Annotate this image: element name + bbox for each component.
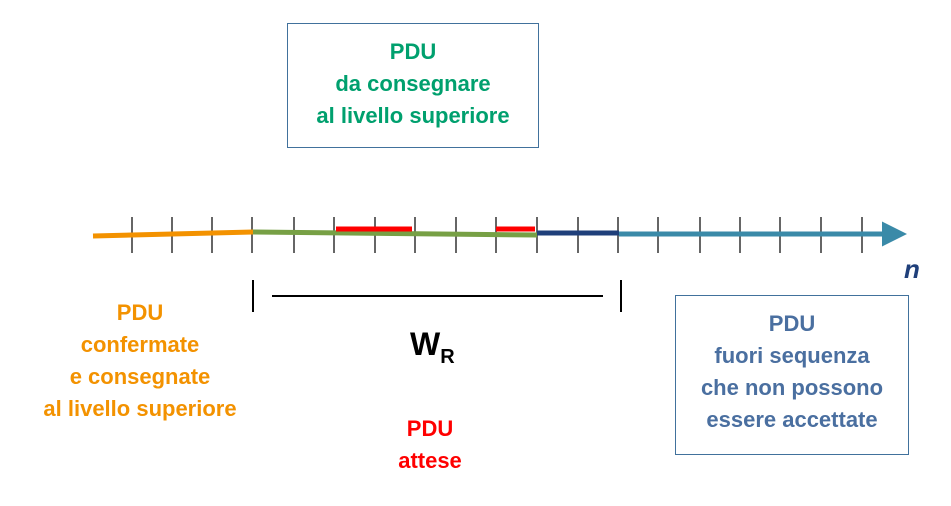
- deliverable-pdu-label: PDU da consegnare al livello superiore: [288, 36, 538, 132]
- confirmed-pdu-line-3: e consegnate: [69, 364, 211, 389]
- expected-pdu-line-1: PDU: [406, 416, 454, 441]
- confirmed-segment: [92, 229, 254, 239]
- out-of-sequence-line-3: che non possono: [700, 375, 884, 400]
- receive-window-symbol: W: [410, 326, 441, 362]
- window-segment-green: [252, 229, 538, 238]
- deliverable-pdu-box: PDU da consegnare al livello superiore: [287, 23, 539, 148]
- deliverable-pdu-line-3: al livello superiore: [316, 103, 510, 128]
- expected-pdu-line-2: attese: [398, 448, 462, 473]
- deliverable-pdu-line-2: da consegnare: [335, 71, 491, 96]
- expected-pdu-label: PDU attese: [360, 413, 500, 477]
- axis-label-n: n: [904, 254, 920, 284]
- deliverable-pdu-line-1: PDU: [389, 39, 437, 64]
- out-of-sequence-line-1: PDU: [768, 311, 816, 336]
- out-of-sequence-label: PDU fuori sequenza che non possono esser…: [676, 308, 908, 436]
- confirmed-pdu-line-1: PDU: [116, 300, 164, 325]
- receive-window-label: WR: [410, 326, 455, 368]
- out-of-sequence-line-2: fuori sequenza: [714, 343, 870, 368]
- out-of-sequence-box: PDU fuori sequenza che non possono esser…: [675, 295, 909, 455]
- confirmed-pdu-line-4: al livello superiore: [43, 396, 237, 421]
- receive-window-subscript: R: [440, 346, 455, 368]
- confirmed-pdu-label: PDU confermate e consegnate al livello s…: [10, 297, 270, 425]
- confirmed-pdu-line-2: confermate: [80, 332, 200, 357]
- out-of-sequence-line-4: essere accettate: [706, 407, 878, 432]
